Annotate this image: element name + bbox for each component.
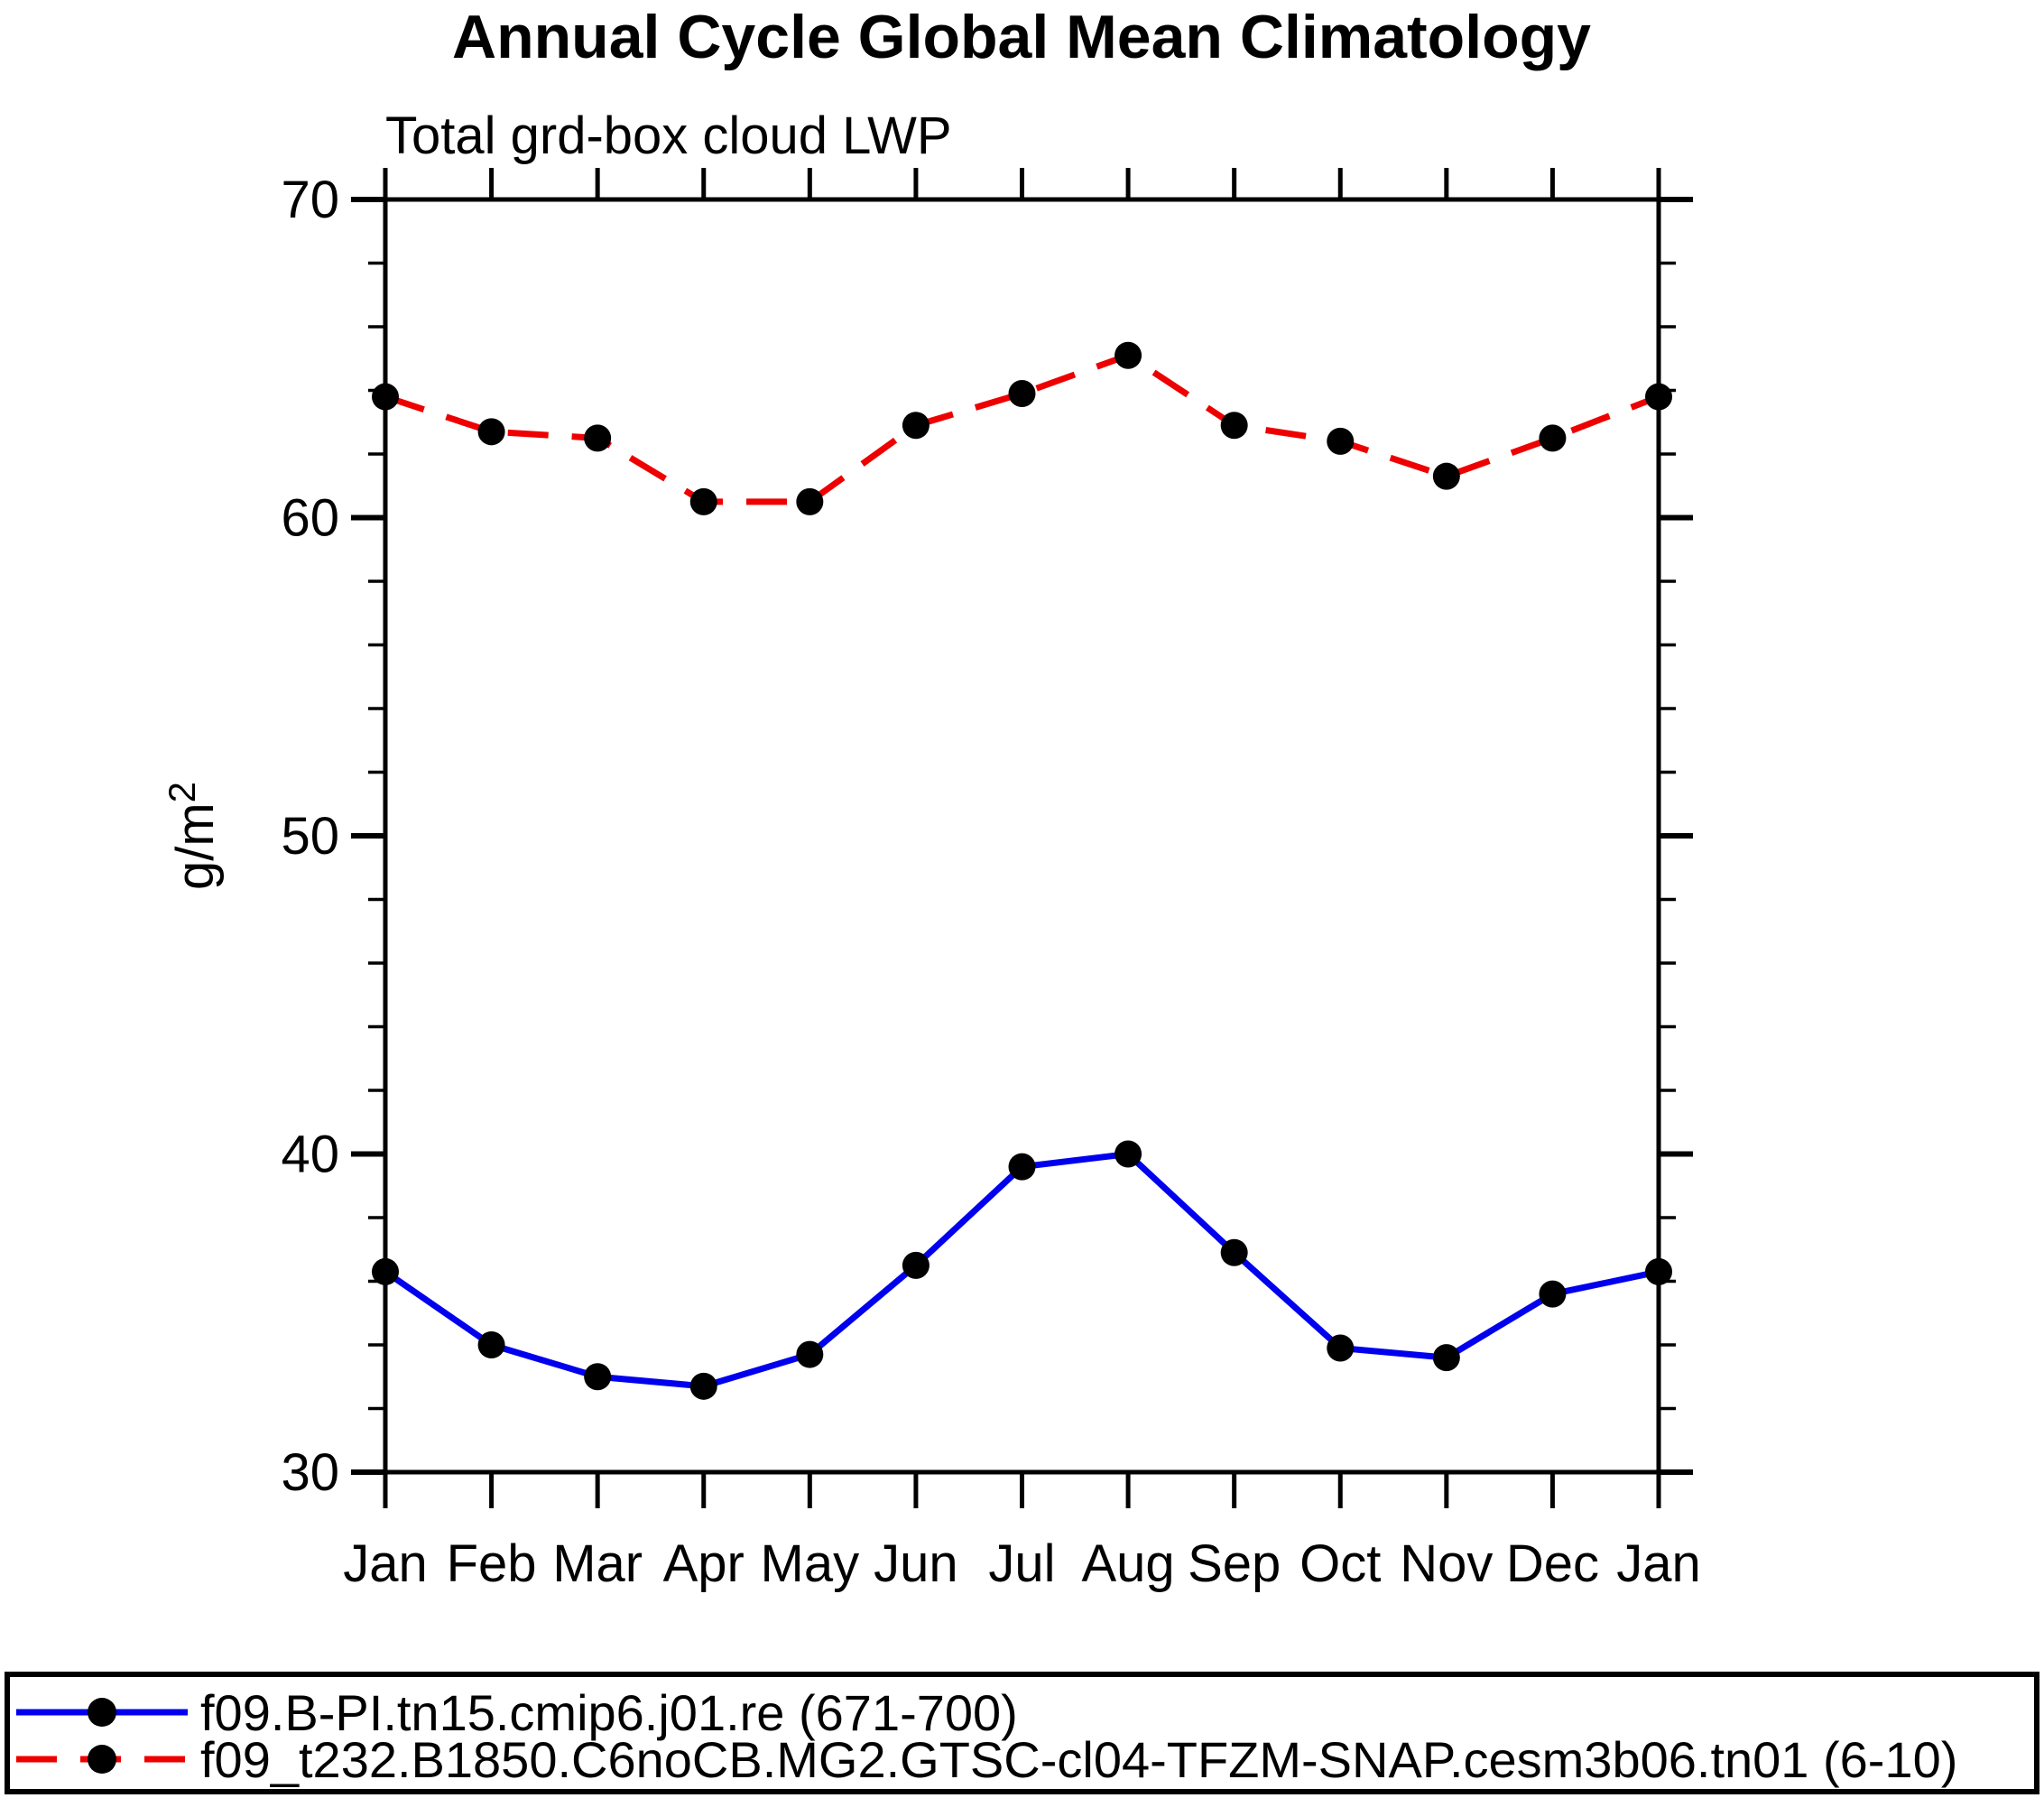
plot-content: Jan Feb Mar Apr May Jun Jul Aug Sep Oct Nov Dec Jan3… [281,168,1701,1593]
x-tick-label: Aug [1081,1534,1174,1593]
data-point-marker [796,487,824,515]
data-point-marker [1220,1238,1248,1266]
y-tick-label: 70 [281,171,339,229]
data-point-marker [1539,424,1567,452]
data-point-marker [1645,383,1672,411]
legend-label: f09_t232.B1850.C6noCB.MG2.GTSC-cl04-TFZM… [200,1731,1957,1788]
data-point-marker [1008,380,1036,408]
x-tick-label: Feb [447,1534,537,1593]
chart-title: Annual Cycle Global Mean Climatology [452,3,1591,71]
series-line-0 [384,1150,1660,1390]
legend-label: f09.B-PI.tn15.cmip6.j01.re (671-700) [200,1684,1018,1741]
data-point-marker [1432,1344,1460,1372]
x-tick-label: Jan [343,1534,428,1593]
chart-subtitle: Total grd-box cloud LWP [385,107,952,165]
data-point-marker [689,1372,717,1400]
x-tick-label: Nov [1400,1534,1493,1593]
legend-entry-1: f09_t232.B1850.C6noCB.MG2.GTSC-cl04-TFZM… [16,1731,1957,1788]
y-axis-label-base: g/m [166,802,225,890]
data-point-marker [796,1340,824,1368]
y-axis-label: g/m2 [161,782,225,890]
series-line-1 [384,351,1660,505]
x-tick-label: Apr [663,1534,745,1593]
legend-marker-icon [88,1745,116,1774]
data-point-marker [689,487,717,515]
data-point-marker [1539,1280,1567,1308]
x-tick-label: Jul [988,1534,1055,1593]
y-tick-label: 40 [281,1126,339,1184]
data-point-marker [1220,412,1248,440]
y-tick-label: 30 [281,1443,339,1502]
data-point-marker [902,1251,930,1279]
data-point-marker [1114,341,1142,369]
data-point-marker [477,1331,505,1358]
x-tick-label: Dec [1506,1534,1599,1593]
legend-entry-0: f09.B-PI.tn15.cmip6.j01.re (671-700) [16,1684,1018,1741]
data-point-marker [1008,1153,1036,1181]
x-tick-label: May [761,1534,860,1593]
data-point-marker [1114,1140,1142,1168]
data-point-marker [584,1363,612,1391]
data-point-marker [584,424,612,452]
data-point-marker [1327,427,1355,455]
data-point-marker [1645,1257,1672,1285]
data-point-marker [372,1257,399,1285]
data-point-marker [477,418,505,446]
data-point-marker [372,383,399,411]
y-tick-label: 50 [281,807,339,866]
x-tick-label: Jan [1616,1534,1701,1593]
data-point-marker [1327,1334,1355,1362]
legend: f09.B-PI.tn15.cmip6.j01.re (671-700) f09… [5,1672,2039,1794]
legend-border [5,1672,2039,1794]
data-point-marker [902,412,930,440]
x-tick-label: Mar [552,1534,643,1593]
x-tick-label: Oct [1299,1534,1381,1593]
x-tick-label: Jun [874,1534,958,1593]
x-tick-label: Sep [1188,1534,1281,1593]
data-point-marker [1432,462,1460,490]
y-axis-label-superscript: 2 [161,782,203,802]
legend-marker-icon [88,1698,116,1727]
y-tick-label: 60 [281,489,339,548]
